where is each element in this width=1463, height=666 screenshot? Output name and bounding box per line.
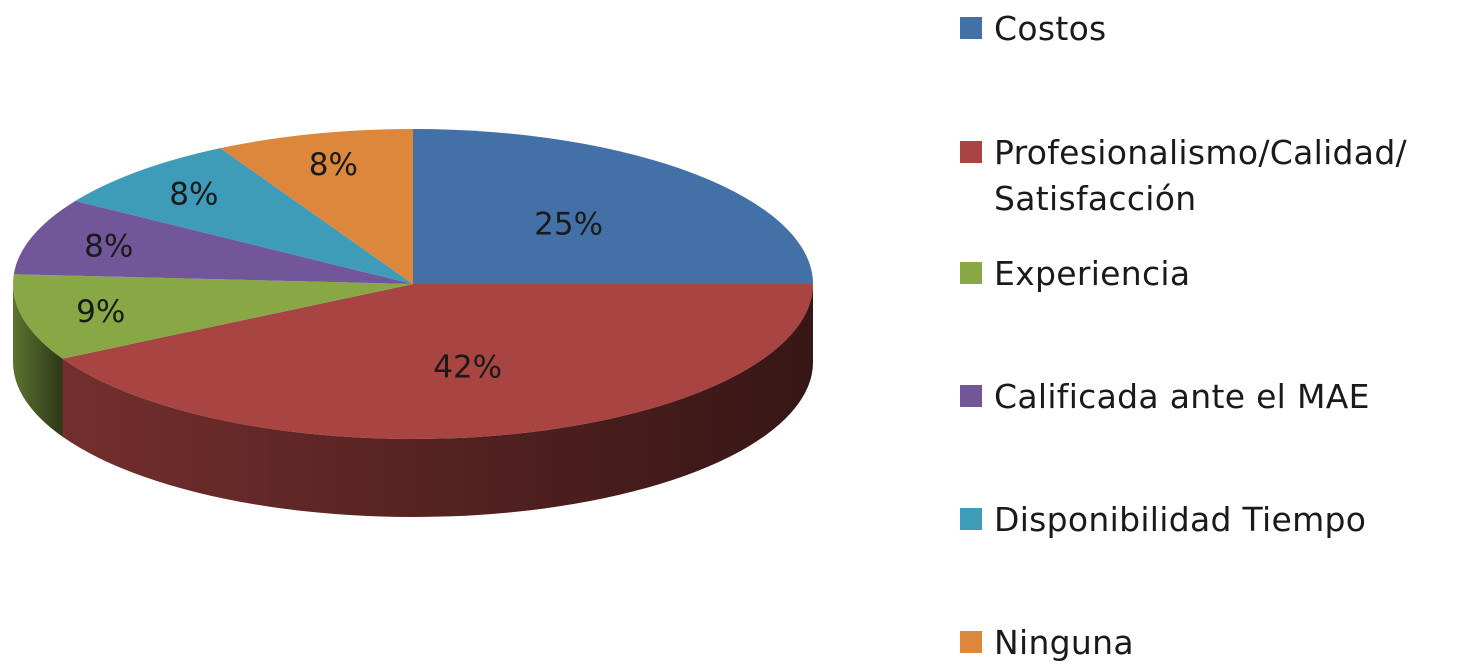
legend-swatch-disponibilidad [960,508,982,530]
legend-swatch-ninguna [960,631,982,653]
pie-slice-ninguna [220,129,413,284]
chart-legend: Costos Profesionalismo/Calidad/ Satisfac… [960,0,1460,665]
legend-label: Disponibilidad Tiempo [994,500,1367,539]
legend-item-ninguna: Ninguna [960,620,1434,666]
legend-item-profesionalismo: Profesionalismo/Calidad/ Satisfacción [960,130,1407,222]
pie-data-label-costos: 25% [534,207,603,243]
pie-chart: 25% 42% 9% 8% 8% 8% [13,129,813,517]
legend-label: Profesionalismo/Calidad/ Satisfacción [994,133,1407,218]
legend-label: Experiencia [994,254,1191,293]
legend-item-calificada: Calificada ante el MAE [960,374,1434,420]
pie-side-shading [62,284,813,517]
legend-swatch-costos [960,17,982,39]
legend-item-experiencia: Experiencia [960,251,1434,297]
legend-item-costos: Costos [960,6,1434,52]
pie-slice-disponibilidad-tiempo [75,148,413,284]
legend-label: Ninguna [994,623,1134,662]
pie-slice-calificada-ante-el-mae [13,200,414,284]
pie-data-label-calificada-ante-el-mae: 8% [84,229,133,265]
legend-swatch-profesionalismo [960,141,982,163]
pie-data-label-experiencia: 9% [76,294,125,330]
pie-data-label-ninguna: 8% [309,147,358,183]
legend-item-disponibilidad: Disponibilidad Tiempo [960,497,1434,543]
pie-slice-profesionalismo-calidad-satisfaccion [62,284,813,440]
legend-label: Calificada ante el MAE [994,377,1370,416]
legend-label: Costos [994,9,1107,48]
legend-swatch-calificada [960,385,982,407]
legend-swatch-experiencia [960,262,982,284]
pie-side-shading [13,284,63,437]
pie-slice-experiencia [13,274,414,359]
pie-data-label-disponibilidad-tiempo: 8% [169,177,218,213]
pie-slice-costos [413,129,813,284]
pie-data-label-profesionalismo-calidad-satisfaccion: 42% [433,350,502,386]
